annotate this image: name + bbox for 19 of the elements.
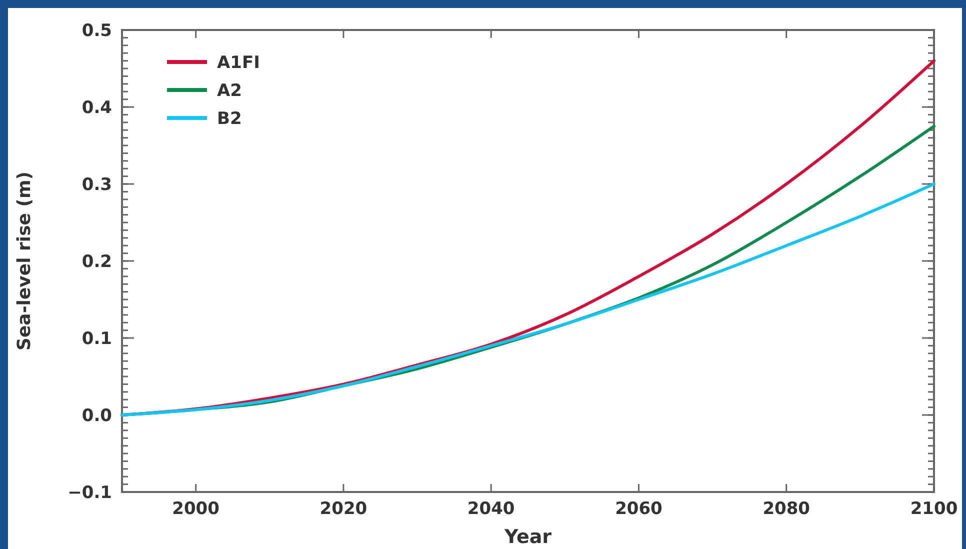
x-tick-label: 2080 xyxy=(762,499,810,519)
legend-label: A2 xyxy=(217,80,242,101)
x-tick-label: 2060 xyxy=(615,499,663,519)
y-tick-label: 0.0 xyxy=(82,406,112,426)
x-tick-label: 2020 xyxy=(320,499,368,519)
y-tick-label: 0.3 xyxy=(82,174,112,195)
y-tick-label: 0.4 xyxy=(82,98,112,118)
x-tick-label: 2000 xyxy=(172,499,220,519)
y-tick-label: 0.1 xyxy=(82,328,112,349)
legend-label: B2 xyxy=(217,108,242,129)
line-series xyxy=(120,182,936,416)
x-tick-label: 2040 xyxy=(467,499,515,519)
x-tick-label: 2100 xyxy=(910,499,958,519)
y-tick-label: 0.5 xyxy=(82,20,112,41)
y-tick-label: 0.2 xyxy=(82,252,112,272)
x-axis-title: Year xyxy=(503,526,552,548)
y-axis-title: Sea-level rise (m) xyxy=(14,172,35,350)
legend-label: A1FI xyxy=(217,52,260,73)
y-tick-label: −0.1 xyxy=(68,482,112,503)
